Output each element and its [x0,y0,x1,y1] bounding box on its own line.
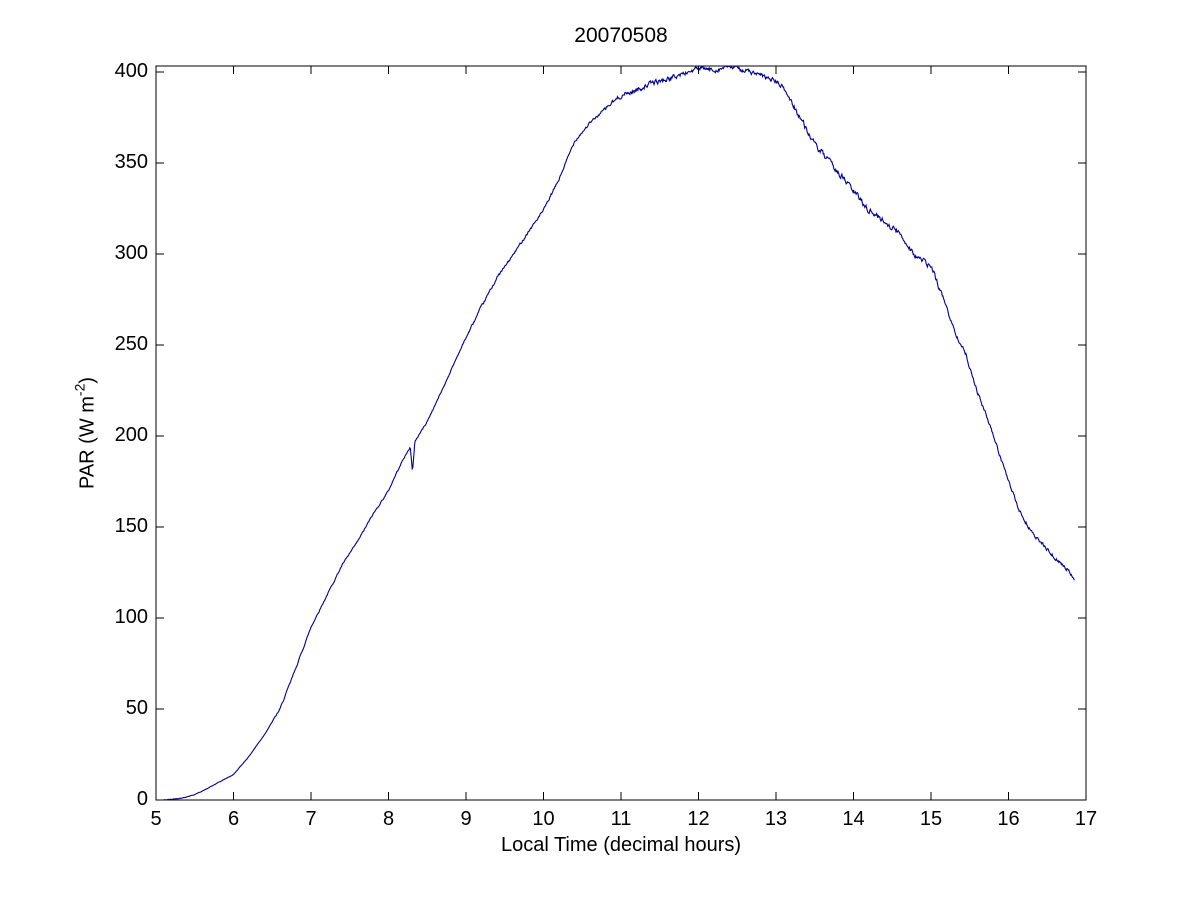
y-axis-label-close: ) [76,376,99,384]
x-tick-label: 6 [227,808,240,830]
x-tick-label: 13 [764,808,788,830]
x-tick-label: 8 [382,808,395,830]
x-tick-label: 11 [610,808,632,830]
y-tick-label: 150 [114,515,148,537]
plot-title: 20070508 [574,24,668,47]
y-tick-label: 0 [136,788,148,810]
x-tick-label: 17 [1074,808,1098,830]
y-axis-label-superscript: -2 [71,383,88,397]
x-tick-label: 12 [687,808,710,830]
x-axis-label: Local Time (decimal hours) [500,834,742,856]
y-tick-label: 350 [114,151,148,173]
x-tick-label: 16 [997,808,1020,830]
y-tick-label: 250 [114,333,148,355]
x-tick-label: 14 [842,808,865,830]
x-tick-label: 7 [305,808,317,830]
y-tick-label: 400 [114,60,148,82]
x-tick-label: 5 [150,808,162,830]
y-tick-label: 300 [114,242,148,264]
y-tick-label: 100 [114,606,148,628]
x-tick-label: 9 [460,808,472,830]
par-data-line [162,65,1075,801]
y-tick-label: 200 [114,424,148,446]
x-tick-label: 10 [532,808,555,830]
x-tick-label: 15 [919,808,943,830]
y-tick-label: 50 [125,697,148,719]
axes-box [155,65,1087,801]
